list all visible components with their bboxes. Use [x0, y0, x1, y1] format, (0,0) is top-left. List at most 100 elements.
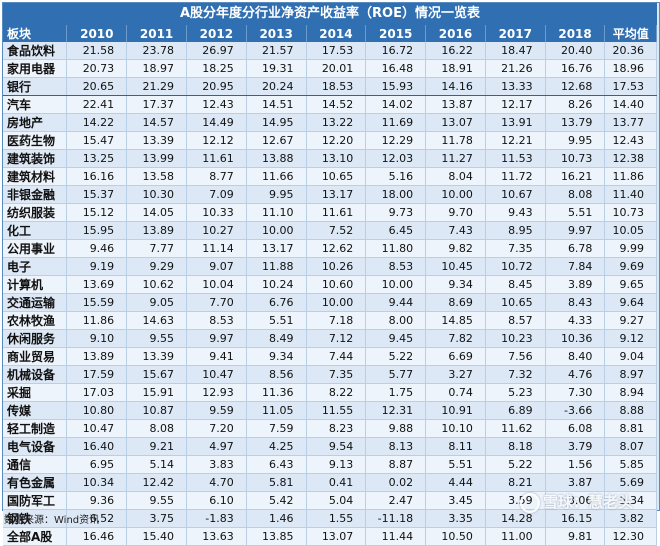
roe-value: 13.39: [126, 131, 187, 150]
roe-value: 13.07: [306, 527, 367, 546]
roe-value: 12.68: [545, 77, 606, 96]
sector-name: 农林牧渔: [3, 311, 68, 330]
roe-value: 13.89: [126, 221, 187, 240]
roe-value: 21.58: [66, 42, 128, 60]
roe-value: 7.32: [485, 365, 546, 384]
roe-value: 3.06: [545, 491, 606, 510]
table-row: 电子 9.19 9.29 9.07 11.88 10.26 8.53 10.45 10.72 7.…: [3, 257, 657, 276]
sector-name: 医药生物: [3, 131, 68, 150]
roe-value: 6.95: [66, 455, 128, 474]
roe-value: 13.58: [126, 167, 187, 186]
roe-value: 13.33: [485, 77, 546, 96]
roe-value: 7.35: [306, 365, 367, 384]
roe-value: 13.17: [246, 239, 307, 258]
roe-value: 7.35: [485, 239, 546, 258]
roe-value: 4.33: [545, 311, 606, 330]
roe-value: 13.10: [306, 149, 367, 168]
table-row: 全部A股 16.46 15.40 13.63 13.85 13.07 11.44 10.50 1…: [3, 527, 657, 546]
header-2014: 2014: [306, 25, 367, 42]
roe-value: 5.51: [545, 203, 606, 222]
roe-value: 10.23: [485, 329, 546, 348]
roe-value: 8.94: [604, 383, 657, 402]
sector-name: 建筑装饰: [3, 149, 68, 168]
roe-value: 14.63: [126, 311, 187, 330]
table-row: 传媒 10.80 10.87 9.59 11.05 11.55 12.31 10.91 6.89…: [3, 401, 657, 420]
table-row: 轻工制造 10.47 8.08 7.20 7.59 8.23 9.88 10.10 11.62 6…: [3, 419, 657, 438]
roe-value: 5.81: [246, 473, 307, 492]
sector-name: 采掘: [3, 383, 68, 402]
roe-value: 9.99: [604, 239, 657, 258]
roe-value: 13.87: [425, 95, 486, 114]
roe-value: 5.42: [246, 491, 307, 510]
table-row: 建筑装饰 13.25 13.99 11.61 13.88 13.10 12.03 11.27 1…: [3, 149, 657, 168]
roe-value: 10.67: [485, 185, 546, 204]
roe-value: 9.97: [186, 329, 247, 348]
roe-value: 12.03: [365, 149, 427, 168]
roe-value: 13.99: [126, 149, 187, 168]
roe-value: 6.45: [365, 221, 427, 240]
roe-value: -1.83: [186, 509, 247, 528]
roe-value: 1.55: [306, 509, 367, 528]
roe-value: 6.78: [545, 239, 606, 258]
roe-value: 13.25: [66, 149, 128, 168]
roe-value: 3.45: [425, 491, 486, 510]
roe-value: 14.57: [126, 113, 187, 132]
header-2018: 2018: [545, 25, 606, 42]
roe-value: 9.34: [246, 347, 307, 366]
roe-value: 13.63: [186, 527, 247, 546]
roe-value: 12.93: [186, 383, 247, 402]
roe-value: 5.22: [365, 347, 427, 366]
roe-value: 7.20: [186, 419, 247, 438]
roe-value: 7.30: [545, 383, 606, 402]
roe-value: 7.82: [425, 329, 486, 348]
sector-name: 全部A股: [3, 527, 68, 546]
header-2013: 2013: [246, 25, 307, 42]
roe-value: 19.31: [246, 59, 307, 78]
roe-value: 0.74: [425, 383, 486, 402]
roe-value: 11.72: [485, 167, 546, 186]
roe-value: 4.97: [186, 437, 247, 456]
table-row: 非银金融 15.37 10.30 7.09 9.95 13.17 18.00 10.00 10.…: [3, 185, 657, 204]
roe-value: 13.17: [306, 185, 367, 204]
sector-name: 交通运输: [3, 293, 68, 312]
roe-value: 7.18: [306, 311, 367, 330]
roe-value: 21.57: [246, 42, 307, 60]
roe-value: 10.00: [246, 221, 307, 240]
roe-value: 3.87: [545, 473, 606, 492]
roe-value: 6.89: [485, 401, 546, 420]
roe-value: 5.23: [485, 383, 546, 402]
roe-value: 10.30: [126, 185, 187, 204]
roe-value: 20.73: [66, 59, 128, 78]
roe-value: 9.29: [126, 257, 187, 276]
roe-value: 9.82: [425, 239, 486, 258]
roe-value: 18.96: [604, 59, 657, 78]
roe-value: 6.69: [425, 347, 486, 366]
roe-value: 20.95: [186, 77, 247, 96]
roe-value: 13.91: [485, 113, 546, 132]
roe-value: 12.30: [604, 527, 657, 546]
roe-value: 7.77: [126, 239, 187, 258]
roe-value: 9.70: [425, 203, 486, 222]
roe-value: 4.44: [425, 473, 486, 492]
roe-value: 10.87: [126, 401, 187, 420]
roe-value: 3.75: [126, 509, 187, 528]
roe-value: 14.28: [485, 509, 546, 528]
roe-value: 11.80: [365, 239, 427, 258]
sector-name: 国防军工: [3, 491, 68, 510]
roe-value: 9.54: [306, 437, 367, 456]
roe-value: 10.27: [186, 221, 247, 240]
roe-value: 8.11: [425, 437, 486, 456]
table-row: 农林牧渔 11.86 14.63 8.53 5.51 7.18 8.00 14.85 8.57 4…: [3, 311, 657, 330]
header-sector: 板块: [3, 25, 68, 42]
roe-value: 1.46: [246, 509, 307, 528]
source-note: 数据来源：Wind资讯: [4, 515, 100, 526]
roe-value: 15.59: [66, 293, 128, 312]
sector-name: 传媒: [3, 401, 68, 420]
sector-name: 建筑材料: [3, 167, 68, 186]
roe-value: 10.65: [306, 167, 367, 186]
roe-value: 9.59: [186, 401, 247, 420]
roe-value: 4.76: [545, 365, 606, 384]
roe-value: 8.97: [604, 365, 657, 384]
roe-value: 18.00: [365, 185, 427, 204]
roe-value: 14.52: [306, 95, 367, 114]
